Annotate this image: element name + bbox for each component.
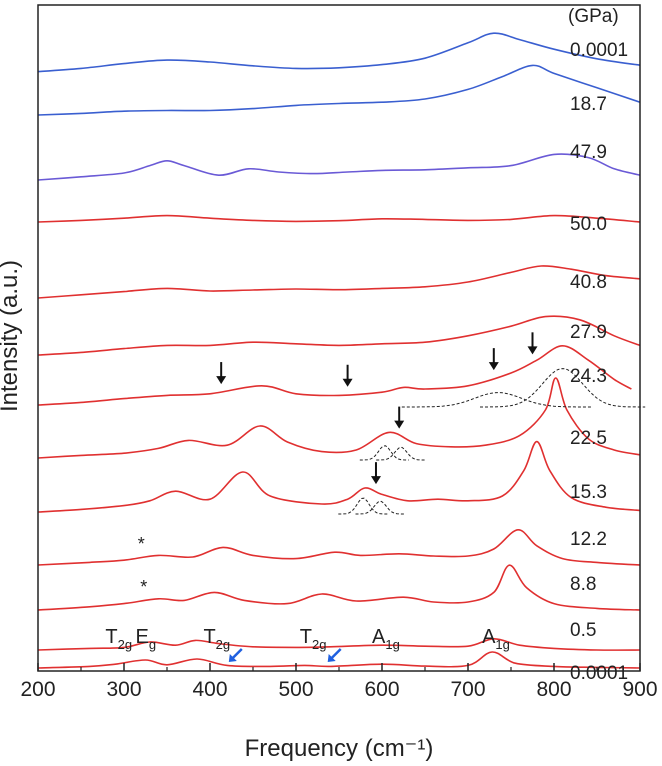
fit-curve bbox=[376, 446, 426, 461]
pressure-label: 0.0001 bbox=[570, 40, 628, 61]
pressure-label: 0.0001 bbox=[570, 663, 628, 684]
spectrum-line-40_8-gpa bbox=[37, 265, 641, 299]
x-tick-label: 800 bbox=[536, 678, 571, 701]
pressure-label: 12.2 bbox=[570, 529, 607, 550]
peak-arrow-head bbox=[342, 378, 353, 387]
spectra-group bbox=[37, 32, 641, 669]
x-tick-label: 200 bbox=[20, 678, 55, 701]
fit-curves-group bbox=[338, 368, 646, 515]
spectrum-line-8_8-gpa bbox=[37, 564, 641, 611]
blue-marker-arrow bbox=[230, 648, 243, 660]
fit-curve bbox=[359, 445, 409, 461]
pressure-label: 15.3 bbox=[570, 482, 607, 503]
x-tick-label: 900 bbox=[622, 678, 657, 701]
mode-label: A1g bbox=[372, 626, 400, 652]
pressure-label: 50.0 bbox=[570, 214, 607, 235]
spectrum-line-18_7-gpa bbox=[37, 64, 641, 116]
pressure-label: 40.8 bbox=[570, 272, 607, 293]
blue-marker-arrow-head bbox=[228, 654, 237, 662]
spectrum-line-0_0001-gpa bbox=[37, 651, 641, 669]
spectrum-line-47_9-gpa bbox=[37, 153, 641, 181]
spectrum-line-0_5-gpa bbox=[37, 637, 641, 651]
mode-label-subscript: 1g bbox=[385, 637, 399, 652]
mode-label-subscript: g bbox=[149, 637, 156, 652]
pressure-label: 18.7 bbox=[570, 94, 607, 115]
x-tick-label: 700 bbox=[450, 678, 485, 701]
asterisk-mark: * bbox=[138, 534, 145, 554]
pressure-label: 22.5 bbox=[570, 428, 607, 449]
pressure-label: 0.5 bbox=[570, 620, 596, 641]
peak-arrow-head bbox=[370, 476, 381, 485]
x-axis-ticks: 200 300 400 500 600 700 800 900 bbox=[20, 663, 658, 701]
peak-arrow-head bbox=[527, 346, 538, 355]
mode-label-subscript: 1g bbox=[495, 637, 509, 652]
x-tick-label: 500 bbox=[278, 678, 313, 701]
asterisk-mark: * bbox=[140, 577, 147, 597]
mode-label: A1g bbox=[482, 626, 510, 652]
fit-curve bbox=[480, 368, 646, 408]
y-axis-label: Intensity (a.u.) bbox=[0, 260, 23, 412]
x-axis-label: Frequency (cm⁻¹) bbox=[245, 735, 434, 762]
mode-label: Eg bbox=[136, 626, 157, 652]
pressure-label: 27.9 bbox=[570, 322, 607, 343]
fit-curve bbox=[338, 497, 388, 515]
x-tick-label: 400 bbox=[192, 678, 227, 701]
peak-arrow-head bbox=[216, 376, 227, 385]
spectrum-line-27_9-gpa bbox=[37, 315, 641, 356]
fit-curve bbox=[401, 392, 593, 408]
mode-label: T2g bbox=[203, 626, 230, 652]
peak-arrow-head bbox=[488, 362, 499, 371]
spectrum-line-22_5-gpa bbox=[37, 377, 641, 459]
pressure-label: 8.8 bbox=[570, 574, 596, 595]
annotations-group: 0.0001 18.7 47.9 50.0 40.8 27.9 24.3 22.5 15.3 12… bbox=[105, 40, 628, 684]
x-tick-label: 600 bbox=[364, 678, 399, 701]
mode-label-subscript: 2g bbox=[312, 637, 326, 652]
spectrum-line-0_0001-gpa bbox=[37, 32, 641, 73]
blue-marker-arrow bbox=[329, 648, 342, 660]
spectrum-line-12_2-gpa bbox=[37, 529, 641, 566]
peak-arrow-head bbox=[394, 420, 405, 429]
spectrum-line-24_3-gpa bbox=[37, 344, 632, 406]
pressure-label: 24.3 bbox=[570, 366, 607, 387]
x-tick-label: 300 bbox=[106, 678, 141, 701]
plot-frame bbox=[37, 4, 641, 672]
mode-label-subscript: 2g bbox=[216, 637, 230, 652]
pressure-label: 47.9 bbox=[570, 142, 607, 163]
pressure-unit-header: (GPa) bbox=[568, 6, 619, 27]
mode-label-subscript: 2g bbox=[118, 637, 132, 652]
spectrum-line-50_0-gpa bbox=[37, 214, 641, 223]
spectrum-line-15_3-gpa bbox=[37, 440, 641, 513]
blue-marker-arrow-head bbox=[327, 654, 336, 662]
fit-curve bbox=[355, 500, 405, 515]
